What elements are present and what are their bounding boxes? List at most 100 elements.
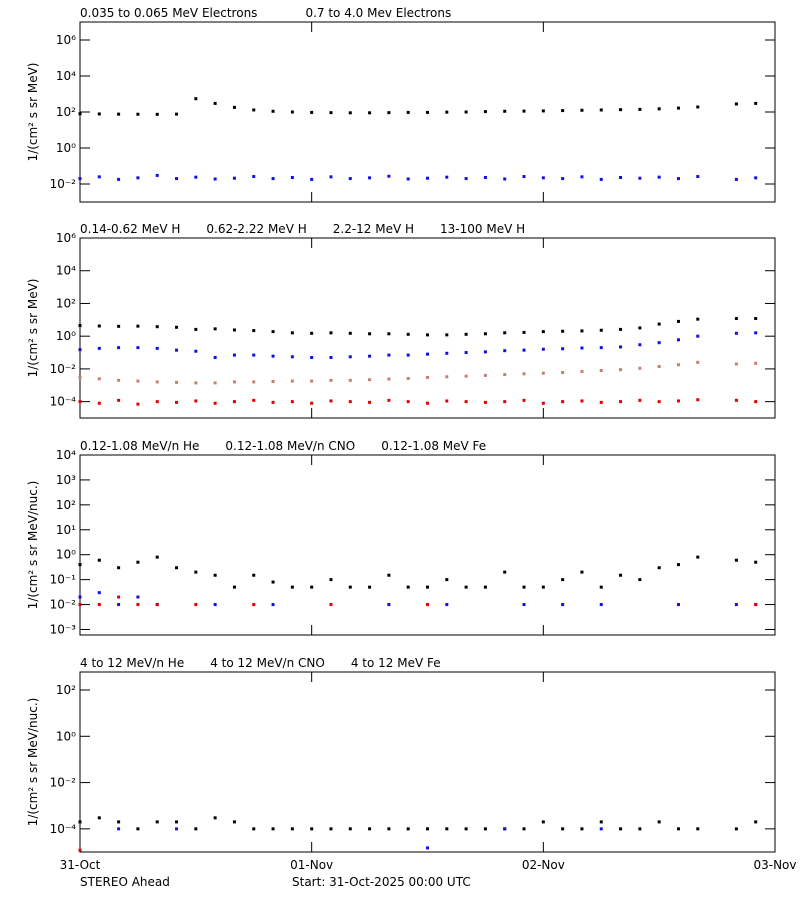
data-point: [522, 372, 526, 376]
data-point: [541, 330, 545, 334]
y-tick-label: 10²: [56, 296, 76, 310]
data-point: [368, 585, 372, 589]
data-point: [290, 110, 294, 114]
data-point: [580, 570, 584, 574]
y-tick-label: 10⁻²: [50, 362, 77, 376]
data-point: [310, 379, 314, 383]
data-point: [387, 603, 391, 607]
data-point: [426, 375, 429, 379]
data-point: [580, 399, 584, 403]
data-point: [329, 378, 333, 382]
data-point: [426, 827, 429, 831]
y-tick-label: 10⁶: [56, 231, 76, 245]
data-point: [445, 827, 449, 831]
data-point: [754, 820, 758, 824]
data-point: [580, 329, 584, 333]
data-point: [599, 820, 603, 824]
data-point: [175, 177, 179, 181]
data-point: [290, 400, 294, 404]
data-point: [368, 176, 372, 180]
data-point: [252, 175, 256, 179]
data-point: [696, 105, 700, 109]
data-point: [136, 595, 140, 599]
data-point: [503, 827, 507, 831]
data-point: [734, 603, 738, 607]
data-point: [213, 816, 217, 820]
data-point: [754, 603, 758, 607]
data-point: [271, 380, 275, 384]
data-point: [175, 827, 179, 831]
y-axis-label: 1/(cm² s sr MeV): [26, 63, 40, 162]
data-point: [329, 578, 333, 582]
data-point: [503, 349, 507, 353]
legend-entry: 0.12-1.08 MeV Fe: [381, 439, 486, 453]
data-point: [445, 578, 449, 582]
legend-entry: 0.62-2.22 MeV H: [206, 222, 306, 236]
data-point: [503, 400, 507, 404]
data-point: [754, 317, 758, 321]
data-point: [696, 827, 700, 831]
y-tick-label: 10⁶: [56, 33, 76, 47]
data-point: [619, 573, 623, 577]
data-point: [734, 827, 738, 831]
data-point: [464, 110, 468, 114]
data-point: [754, 176, 758, 180]
data-point: [619, 175, 623, 179]
data-point: [638, 326, 642, 330]
data-point: [754, 560, 758, 564]
data-point: [271, 827, 275, 831]
y-tick-label: 10⁴: [56, 264, 76, 278]
data-point: [676, 177, 680, 181]
data-point: [580, 827, 584, 831]
data-point: [599, 346, 603, 350]
footer-center: Start: 31-Oct-2025 00:00 UTC: [292, 875, 471, 889]
data-point: [638, 176, 642, 180]
data-point: [194, 399, 198, 403]
data-point: [696, 398, 700, 402]
data-point: [78, 400, 82, 404]
data-point: [232, 105, 236, 109]
data-point: [599, 177, 603, 181]
data-point: [406, 376, 410, 380]
data-point: [78, 112, 82, 116]
data-point: [503, 331, 507, 335]
data-point: [734, 177, 738, 181]
data-point: [676, 363, 680, 367]
legend-entry: 13-100 MeV H: [440, 222, 525, 236]
data-point: [194, 97, 198, 101]
x-tick-label: 31-Oct: [60, 858, 101, 872]
data-point: [599, 603, 603, 607]
x-tick-label: 01-Nov: [290, 858, 333, 872]
data-point: [676, 399, 680, 403]
data-point: [348, 111, 352, 115]
y-tick-label: 10⁰: [56, 548, 76, 562]
data-point: [194, 603, 198, 607]
data-point: [213, 603, 217, 607]
data-point: [97, 346, 101, 350]
data-point: [426, 176, 429, 180]
data-point: [348, 331, 352, 335]
data-point: [290, 331, 294, 335]
y-tick-label: 10⁴: [56, 69, 76, 83]
data-point: [696, 317, 700, 321]
data-point: [657, 341, 661, 345]
y-tick-label: 10⁻²: [50, 598, 77, 612]
data-point: [580, 175, 584, 179]
data-point: [194, 827, 198, 831]
y-axis-label: 1/(cm² s sr MeV/nuc.): [26, 698, 40, 827]
data-point: [194, 175, 198, 179]
data-point: [117, 398, 121, 402]
data-point: [97, 603, 101, 607]
legend-entry: 0.12-1.08 MeV/n CNO: [225, 439, 355, 453]
data-point: [97, 377, 101, 381]
data-point: [194, 381, 198, 385]
data-point: [676, 338, 680, 342]
data-point: [638, 343, 642, 347]
data-point: [619, 827, 623, 831]
data-point: [541, 176, 545, 180]
data-point: [136, 346, 140, 350]
data-point: [522, 348, 526, 352]
data-point: [136, 402, 140, 406]
data-point: [561, 400, 565, 404]
data-point: [483, 350, 487, 354]
